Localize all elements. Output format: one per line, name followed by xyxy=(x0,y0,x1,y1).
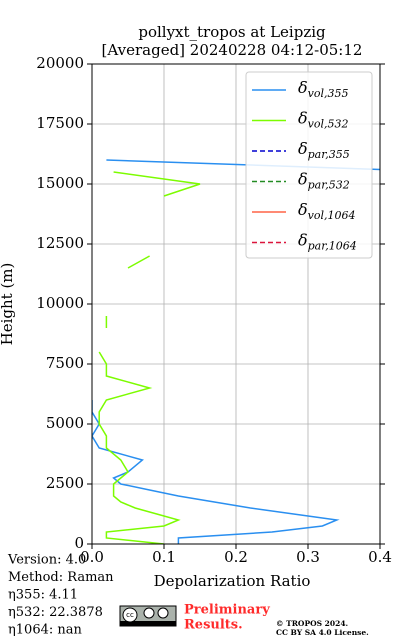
x-tick-label: 0.0 xyxy=(80,548,104,566)
y-tick-label: 7500 xyxy=(46,354,84,372)
license-text: © TROPOS 2024. xyxy=(276,619,348,628)
info-line: η532: 22.3878 xyxy=(8,605,103,620)
x-tick-label: 0.3 xyxy=(296,548,320,566)
x-tick-label: 0.4 xyxy=(368,548,392,566)
y-tick-label: 17500 xyxy=(36,114,84,132)
series-line xyxy=(92,100,200,544)
svg-text:cc: cc xyxy=(126,611,134,619)
y-tick-label: 2500 xyxy=(46,474,84,492)
license-text: CC BY SA 4.0 License. xyxy=(276,628,369,637)
legend-label: δvol,355 xyxy=(298,78,349,101)
y-tick-label: 0 xyxy=(74,534,84,552)
y-tick-label: 10000 xyxy=(36,294,84,312)
x-tick-label: 0.1 xyxy=(152,548,176,566)
plot-frame xyxy=(91,63,381,545)
legend-label: δvol,1064 xyxy=(298,200,356,223)
y-tick-label: 12500 xyxy=(36,234,84,252)
preliminary-text: Preliminary xyxy=(184,603,270,618)
cc-logo: cc xyxy=(119,605,177,627)
info-line: Method: Raman xyxy=(8,570,114,585)
legend-label: δpar,1064 xyxy=(298,230,357,253)
y-tick-label: 15000 xyxy=(36,174,84,192)
y-tick-label: 5000 xyxy=(46,414,84,432)
info-line: η1064: nan xyxy=(8,623,83,638)
x-tick-label: 0.2 xyxy=(224,548,248,566)
legend-label: δvol,532 xyxy=(298,108,349,131)
chart-title: [Averaged] 20240228 04:12-05:12 xyxy=(102,41,363,59)
preliminary-text: Results. xyxy=(184,618,243,633)
info-line: η355: 4.11 xyxy=(8,588,78,603)
y-tick-label: 20000 xyxy=(36,54,84,72)
legend-label: δpar,355 xyxy=(298,139,350,162)
chart-title: pollyxt_tropos at Leipzig xyxy=(138,23,326,41)
x-axis-label: Depolarization Ratio xyxy=(154,572,311,590)
info-line: Version: 4.0 xyxy=(7,553,86,568)
y-axis-label: Height (m) xyxy=(0,263,16,346)
legend-label: δpar,532 xyxy=(298,169,350,192)
